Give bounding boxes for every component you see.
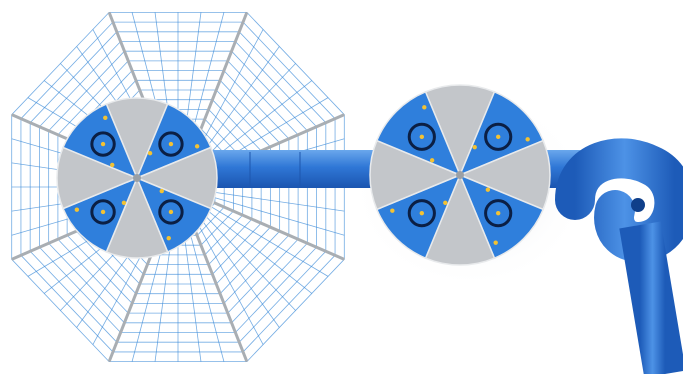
star-decal <box>390 208 395 213</box>
roof-decal <box>90 131 116 157</box>
roof-panel-gray <box>105 97 169 180</box>
star-decal <box>495 134 501 140</box>
star-decal <box>74 207 80 212</box>
roof-panel-blue <box>458 173 545 260</box>
roof-decal <box>407 122 436 151</box>
slide-opening <box>631 198 645 212</box>
roof-panel-gray <box>105 176 169 259</box>
net-strand <box>207 210 313 294</box>
star-decal <box>100 141 106 147</box>
roof-panel-blue <box>62 176 139 253</box>
roof-hub <box>133 174 141 182</box>
roof-hub <box>456 171 464 179</box>
star-decal <box>429 158 435 163</box>
roof-panel-blue <box>135 176 212 253</box>
net-strand <box>200 217 280 328</box>
star-decal <box>166 235 171 241</box>
star-decal <box>419 210 425 216</box>
net-strand <box>214 197 345 236</box>
roof-decal <box>90 199 116 225</box>
net-strand <box>182 225 202 362</box>
star-decal <box>485 187 491 192</box>
star-decal <box>443 200 448 206</box>
roof-decal <box>407 199 436 228</box>
roof-panel-blue <box>62 103 139 180</box>
star-decal <box>147 151 153 156</box>
roof-decal <box>158 199 184 225</box>
roof-left <box>56 97 218 259</box>
net-strand <box>200 46 280 157</box>
roof-panel-gray <box>424 84 496 177</box>
roof-panel-blue <box>375 90 462 177</box>
star-decal <box>194 144 200 149</box>
roof-panel-gray <box>135 146 218 210</box>
star-decal <box>472 144 477 150</box>
star-decal <box>168 209 174 215</box>
star-decal <box>121 200 127 205</box>
spiral-slide <box>555 138 683 374</box>
slide-chute <box>619 221 683 374</box>
star-decal <box>110 162 115 168</box>
star-decal <box>100 209 106 215</box>
net-strand <box>196 221 264 345</box>
roof-panel-gray <box>369 139 462 211</box>
star-decal <box>495 210 501 216</box>
roof-panel-gray <box>56 146 139 210</box>
roof-decal <box>484 122 513 151</box>
net-strand <box>203 214 296 311</box>
star-decal <box>168 141 174 147</box>
roof-panel-gray <box>458 139 551 211</box>
net-strand <box>203 63 296 160</box>
roof-right <box>369 84 551 266</box>
star-decal <box>422 105 427 110</box>
star-decal <box>103 115 108 121</box>
net-strand <box>211 206 329 277</box>
star-decal <box>525 137 530 142</box>
roof-panel-blue <box>458 90 545 177</box>
roof-panel-gray <box>424 173 496 266</box>
net-strand <box>187 225 225 362</box>
roof-panel-blue <box>135 103 212 180</box>
star-decal <box>493 240 498 245</box>
roof-panel-blue <box>375 173 462 260</box>
roof-decal <box>484 199 513 228</box>
roof-decal <box>158 131 184 157</box>
star-decal <box>159 188 164 194</box>
net-strand <box>207 80 313 164</box>
star-decal <box>419 134 425 140</box>
net-strand <box>214 191 345 212</box>
net-strand <box>196 29 264 153</box>
